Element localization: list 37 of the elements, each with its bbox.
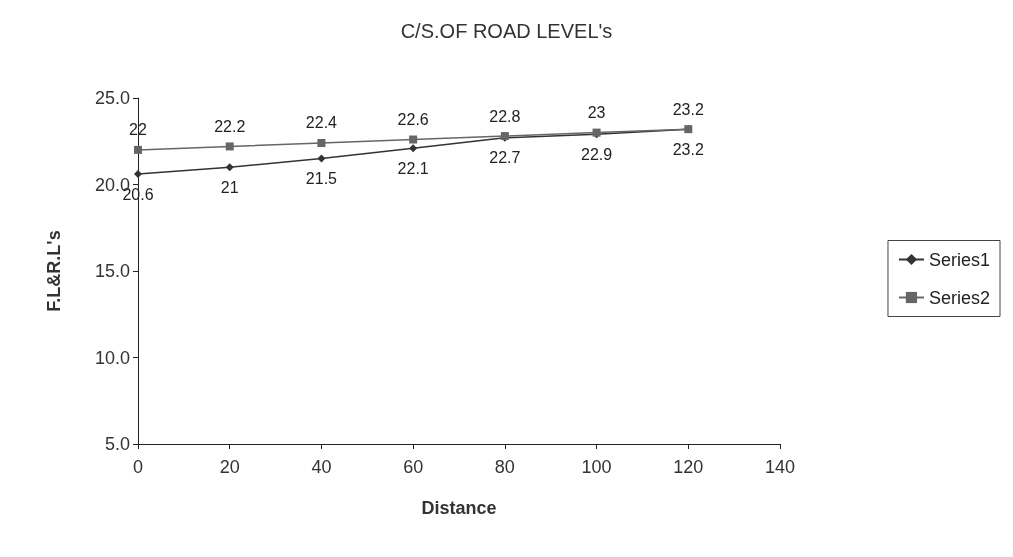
data-label: 23.2 — [672, 140, 704, 158]
point — [225, 163, 234, 172]
point — [409, 135, 418, 144]
x-tick-label: 40 — [311, 457, 332, 477]
point — [409, 144, 418, 153]
x-tick-label: 0 — [132, 457, 144, 477]
data-label: 22.6 — [397, 111, 429, 129]
x-tick-label: 140 — [764, 457, 796, 477]
data-label: 23.2 — [672, 100, 704, 118]
x-tick-label: 120 — [673, 457, 704, 477]
data-label: 22.7 — [489, 149, 521, 167]
data-label: 22.1 — [397, 159, 429, 177]
point — [134, 170, 142, 179]
x-tick-label: 80 — [494, 457, 515, 477]
data-label: 21.5 — [305, 170, 338, 188]
data-label: 22.2 — [214, 117, 246, 135]
point — [317, 138, 326, 147]
y-tick-label: 15.0 — [94, 261, 130, 281]
x-tick-label: 100 — [581, 457, 612, 477]
chart-title: C/S.OF ROAD LEVEL's — [400, 20, 613, 42]
data-label: 22.4 — [305, 114, 338, 132]
x-tick-label: 60 — [403, 457, 424, 477]
y-axis-title: F.L&R.L's — [44, 230, 64, 312]
data-label: 22.9 — [581, 145, 613, 163]
y-tick-label: 25.0 — [94, 88, 130, 108]
data-label: 22.8 — [489, 107, 521, 125]
x-tick-label: 20 — [219, 457, 240, 477]
point — [225, 142, 234, 151]
data-label: 23 — [587, 104, 606, 122]
point — [134, 145, 142, 154]
y-tick-label: 5.0 — [104, 434, 130, 454]
point — [317, 154, 326, 163]
legend-label: Series1 — [928, 249, 990, 270]
x-axis-title: Distance — [421, 498, 497, 518]
data-label: 21 — [220, 178, 239, 196]
y-tick-label: 10.0 — [94, 347, 130, 368]
legend-label: Series2 — [928, 287, 990, 308]
